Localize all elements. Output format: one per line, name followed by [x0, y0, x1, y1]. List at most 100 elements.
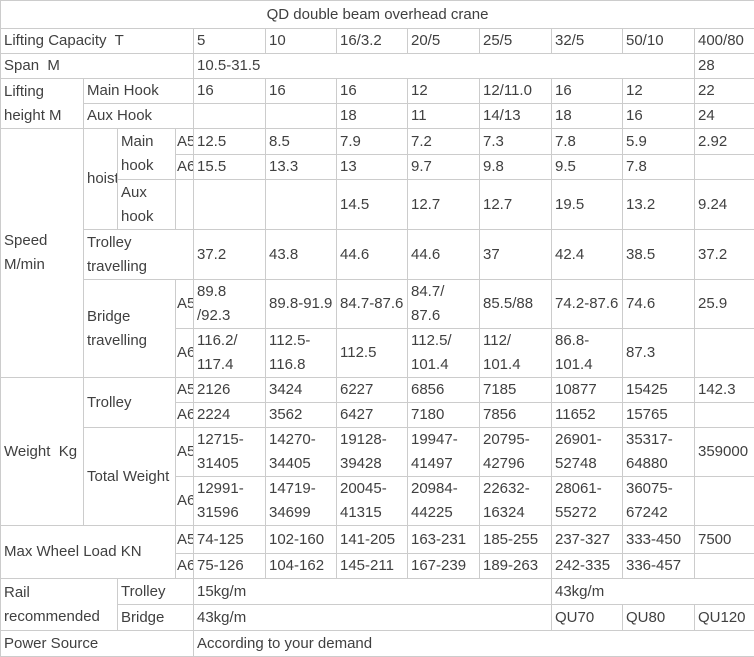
hoist-label: hoist: [84, 129, 118, 230]
table-cell: 12: [408, 79, 480, 104]
table-cell: 12.5: [194, 129, 266, 155]
table-cell: 12.7: [480, 180, 552, 230]
table-cell: 32/5: [552, 29, 623, 54]
table-cell: 18: [337, 104, 408, 129]
table-cell: 141-205: [337, 526, 408, 554]
table-cell: 5: [194, 29, 266, 54]
table-cell: 84.7-87.6: [337, 280, 408, 329]
weight-label: Weight Kg: [1, 378, 84, 526]
empty-cell: [176, 180, 194, 230]
table-cell: 12715- 31405: [194, 428, 266, 477]
a6-label: A6: [176, 329, 194, 378]
hoist-main-hook-label: Main hook: [118, 129, 176, 180]
a5-label: A5: [176, 280, 194, 329]
table-cell: 20/5: [408, 29, 480, 54]
table-cell: 28061- 55272: [552, 477, 623, 526]
table-cell: 15.5: [194, 155, 266, 180]
table-cell: 7.2: [408, 129, 480, 155]
empty-cell: [266, 180, 337, 230]
table-cell: 20984- 44225: [408, 477, 480, 526]
table-cell: 50/10: [623, 29, 695, 54]
table-cell: 36075- 67242: [623, 477, 695, 526]
table-cell: 35317- 64880: [623, 428, 695, 477]
empty-cell: [266, 104, 337, 129]
table-cell: 89.8 /92.3: [194, 280, 266, 329]
table-cell: 7.8: [552, 129, 623, 155]
lifting-height-label: Lifting height M: [1, 79, 84, 129]
table-cell: 43kg/m: [552, 579, 754, 605]
table-cell: 16: [552, 79, 623, 104]
empty-cell: [695, 155, 754, 180]
total-weight-label: Total Weight: [84, 428, 176, 526]
table-cell: 145-211: [337, 554, 408, 579]
trolley-travelling-label: Trolley travelling: [84, 230, 194, 280]
table-cell: 237-327: [552, 526, 623, 554]
table-cell: 9.5: [552, 155, 623, 180]
table-cell: 104-162: [266, 554, 337, 579]
table-cell: 163-231: [408, 526, 480, 554]
table-cell: 74.2-87.6: [552, 280, 623, 329]
table-cell: 7.9: [337, 129, 408, 155]
table-cell: 12/11.0: [480, 79, 552, 104]
table-cell: 14719- 34699: [266, 477, 337, 526]
table-cell: 87.3: [623, 329, 695, 378]
table-cell: 6856: [408, 378, 480, 403]
table-cell: 20045- 41315: [337, 477, 408, 526]
hoist-aux-hook-label: Aux hook: [118, 180, 176, 230]
table-cell: 5.9: [623, 129, 695, 155]
table-cell: 13: [337, 155, 408, 180]
main-hook-label: Main Hook: [84, 79, 194, 104]
table-row: QD double beam overhead crane: [1, 1, 754, 29]
empty-cell: [695, 477, 754, 526]
table-cell: 2126: [194, 378, 266, 403]
table-cell: 43.8: [266, 230, 337, 280]
table-cell: 185-255: [480, 526, 552, 554]
table-cell: 12.7: [408, 180, 480, 230]
table-cell: 38.5: [623, 230, 695, 280]
table-cell: 15425: [623, 378, 695, 403]
table-cell: 74-125: [194, 526, 266, 554]
span-label: Span M: [1, 54, 194, 79]
max-wheel-load-label: Max Wheel Load KN: [1, 526, 176, 579]
table-cell: 25.9: [695, 280, 754, 329]
table-cell: 10: [266, 29, 337, 54]
table-cell: 44.6: [408, 230, 480, 280]
power-source-label: Power Source: [1, 631, 194, 657]
a5-label: A5: [176, 428, 194, 477]
table-cell: 13.2: [623, 180, 695, 230]
table-cell: 22632- 16324: [480, 477, 552, 526]
table-cell: 102-160: [266, 526, 337, 554]
table-cell: 10.5-31.5: [194, 54, 695, 79]
table-cell: 3424: [266, 378, 337, 403]
table-cell: 2224: [194, 403, 266, 428]
table-cell: 25/5: [480, 29, 552, 54]
table-cell: 6427: [337, 403, 408, 428]
empty-cell: [695, 329, 754, 378]
table-cell: 7180: [408, 403, 480, 428]
table-cell: 14/13: [480, 104, 552, 129]
table-cell: 7.8: [623, 155, 695, 180]
table-cell: 89.8-91.9: [266, 280, 337, 329]
table-cell: 116.2/ 117.4: [194, 329, 266, 378]
table-cell: 112.5- 116.8: [266, 329, 337, 378]
aux-hook-label: Aux Hook: [84, 104, 194, 129]
table-cell: 42.4: [552, 230, 623, 280]
empty-cell: [695, 554, 754, 579]
table-cell: 12: [623, 79, 695, 104]
table-cell: 85.5/88: [480, 280, 552, 329]
table-cell: 16: [337, 79, 408, 104]
table-cell: 333-450: [623, 526, 695, 554]
table-cell: 11: [408, 104, 480, 129]
table-cell: 9.7: [408, 155, 480, 180]
table-row: Max Wheel Load KNA574-125102-160141-2051…: [1, 526, 754, 554]
table-cell: 400/80: [695, 29, 754, 54]
table-cell: 2.92: [695, 129, 754, 155]
